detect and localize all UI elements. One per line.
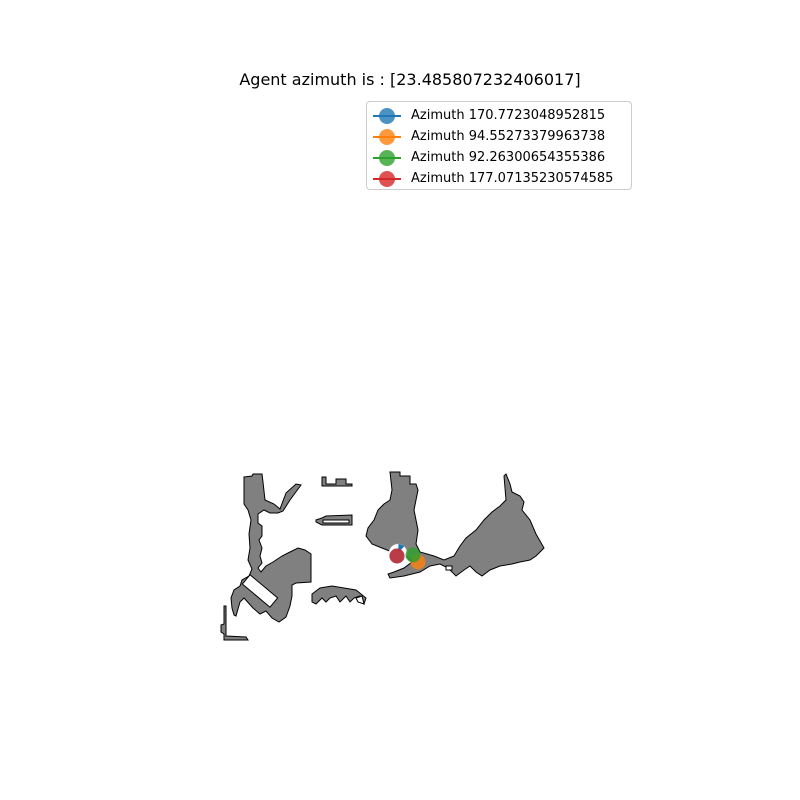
floor-regions bbox=[220, 471, 545, 641]
floor-hole bbox=[445, 565, 453, 571]
floor-hole bbox=[355, 595, 365, 605]
azimuth-markers bbox=[389, 547, 426, 570]
legend-item: Azimuth 170.7723048952815 bbox=[367, 106, 631, 126]
floor-hole bbox=[322, 519, 350, 524]
azimuth-marker-4 bbox=[389, 548, 405, 564]
floor-hole bbox=[241, 574, 279, 608]
map-title: Agent azimuth is : [23.485807232406017] bbox=[239, 70, 581, 89]
floor-region-bottom bbox=[311, 585, 367, 606]
legend-item: Azimuth 177.07135230574585 bbox=[367, 169, 631, 189]
legend-label: Azimuth 170.7723048952815 bbox=[411, 108, 606, 123]
floor-region-top-bar bbox=[321, 476, 353, 487]
legend-item: Azimuth 92.26300654355386 bbox=[367, 148, 631, 168]
legend-marker bbox=[379, 108, 395, 124]
legend-marker bbox=[379, 171, 395, 187]
azimuth-marker-3 bbox=[405, 547, 421, 563]
legend-label: Azimuth 92.26300654355386 bbox=[411, 150, 606, 165]
legend-item: Azimuth 94.55273379963738 bbox=[367, 127, 631, 147]
floor-region-corner bbox=[220, 605, 249, 641]
legend-marker bbox=[379, 129, 395, 145]
floor-holes bbox=[241, 519, 453, 608]
legend-label: Azimuth 177.07135230574585 bbox=[411, 171, 614, 186]
legend-marker bbox=[379, 150, 395, 166]
legend-label: Azimuth 94.55273379963738 bbox=[411, 129, 606, 144]
legend: Azimuth 170.7723048952815 Azimuth 94.552… bbox=[366, 101, 632, 190]
